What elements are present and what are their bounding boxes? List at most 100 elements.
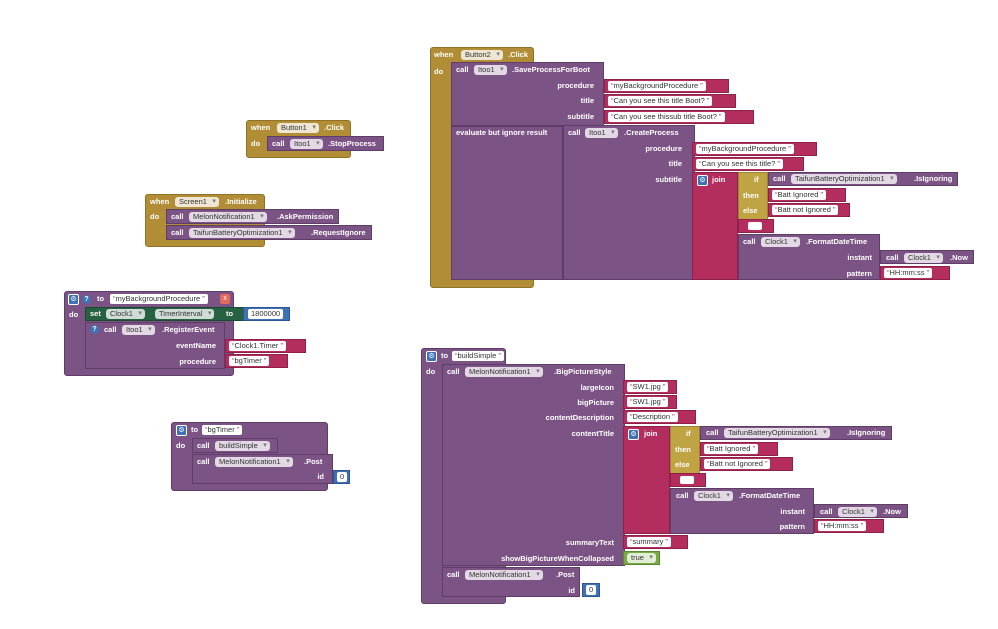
component-dropdown[interactable]: Itoo1 bbox=[122, 325, 155, 335]
text-value[interactable]: Can you see this title Boot? bbox=[608, 96, 713, 106]
arg-label: subtitle bbox=[567, 112, 594, 121]
arg-label: instant bbox=[780, 507, 805, 516]
component-dropdown[interactable]: TaifunBatteryOptimization1 bbox=[724, 428, 830, 438]
help-icon[interactable]: ? bbox=[90, 325, 99, 334]
gear-icon[interactable]: ⚙ bbox=[176, 425, 187, 436]
arg-label: largeIcon bbox=[580, 383, 614, 392]
call-label: call bbox=[456, 65, 469, 74]
component-dropdown[interactable]: Itoo1 bbox=[474, 65, 507, 75]
text-value[interactable]: HH:mm:ss bbox=[818, 521, 867, 531]
text-value[interactable]: Description bbox=[627, 412, 678, 422]
text-value[interactable]: HH:mm:ss bbox=[884, 268, 933, 278]
evaluate-label: evaluate but ignore result bbox=[456, 128, 548, 137]
text-value[interactable]: Can you see this title? bbox=[696, 159, 783, 169]
method-name: .Now bbox=[883, 507, 901, 516]
component-dropdown[interactable]: Button2 bbox=[461, 50, 503, 60]
arg-label: procedure bbox=[557, 81, 594, 90]
join-block[interactable] bbox=[692, 172, 738, 280]
empty-text-value[interactable] bbox=[680, 476, 694, 484]
evaluate-ignore-block[interactable] bbox=[451, 126, 563, 280]
procedure-name-field[interactable]: myBackgroundProcedure bbox=[110, 294, 208, 304]
call-label: call bbox=[171, 228, 184, 237]
text-value[interactable]: Batt not Ignored bbox=[772, 205, 839, 215]
method-name: .Now bbox=[950, 253, 968, 262]
gear-icon[interactable]: ⚙ bbox=[426, 351, 437, 362]
if-then-else-block[interactable] bbox=[670, 426, 700, 474]
text-value[interactable]: Batt not Ignored bbox=[704, 459, 771, 469]
call-label: call bbox=[272, 139, 285, 148]
event-name: .Initialize bbox=[225, 197, 257, 206]
component-dropdown[interactable]: Clock1 bbox=[904, 253, 943, 263]
do-label: do bbox=[150, 212, 160, 221]
method-name: .Post bbox=[304, 457, 323, 466]
arg-label: subtitle bbox=[655, 175, 682, 184]
to-label: to bbox=[191, 425, 199, 434]
call-label: call bbox=[568, 128, 581, 137]
register-event-call-block[interactable] bbox=[85, 322, 225, 369]
big-picture-style-call-block[interactable] bbox=[442, 364, 625, 566]
when-label: when bbox=[434, 50, 454, 59]
component-dropdown[interactable]: TaifunBatteryOptimization1 bbox=[189, 228, 295, 238]
arg-label: bigPicture bbox=[577, 398, 614, 407]
arg-label: pattern bbox=[846, 269, 872, 278]
when-label: when bbox=[251, 123, 271, 132]
set-label: set bbox=[90, 309, 101, 318]
method-name: .CreateProcess bbox=[624, 128, 679, 137]
procedure-name-field[interactable]: bgTimer bbox=[202, 425, 243, 435]
text-value[interactable]: summary bbox=[627, 537, 671, 547]
component-dropdown[interactable]: MelonNotification1 bbox=[189, 212, 267, 222]
component-dropdown[interactable]: Itoo1 bbox=[585, 128, 618, 138]
boolean-dropdown[interactable]: true bbox=[627, 553, 656, 563]
help-icon[interactable]: ? bbox=[82, 295, 91, 304]
gear-icon[interactable]: ⚙ bbox=[68, 294, 79, 305]
procedure-name-field[interactable]: buildSimple bbox=[452, 351, 504, 361]
component-dropdown[interactable]: Clock1 bbox=[838, 507, 877, 517]
text-value[interactable]: SW1.jpg bbox=[627, 382, 669, 392]
component-dropdown[interactable]: Screen1 bbox=[175, 197, 219, 207]
procedure-dropdown[interactable]: buildSimple bbox=[215, 441, 270, 451]
do-label: do bbox=[176, 441, 186, 450]
text-value[interactable]: Batt Ignored bbox=[772, 190, 826, 200]
text-value[interactable]: bgTimer bbox=[229, 356, 270, 366]
component-dropdown[interactable]: MelonNotification1 bbox=[465, 367, 543, 377]
do-label: do bbox=[251, 139, 261, 148]
text-value[interactable]: SW1.jpg bbox=[627, 397, 669, 407]
component-dropdown[interactable]: Clock1 bbox=[761, 237, 800, 247]
arg-label: summaryText bbox=[565, 538, 614, 547]
if-then-else-block[interactable] bbox=[738, 172, 768, 220]
text-value[interactable]: myBackgroundProcedure bbox=[608, 81, 706, 91]
call-label: call bbox=[104, 325, 117, 334]
gear-icon[interactable]: ⚙ bbox=[628, 429, 639, 440]
do-label: do bbox=[426, 367, 436, 376]
parameter-x[interactable]: x bbox=[220, 294, 230, 304]
event-name: .Click bbox=[324, 123, 345, 132]
arg-label: procedure bbox=[645, 144, 682, 153]
component-dropdown[interactable]: MelonNotification1 bbox=[215, 457, 293, 467]
method-name: .AskPermission bbox=[277, 212, 334, 221]
property-dropdown[interactable]: TimerInterval bbox=[155, 309, 215, 319]
text-value[interactable]: Batt Ignored bbox=[704, 444, 758, 454]
method-name: .BigPictureStyle bbox=[554, 367, 612, 376]
number-value[interactable]: 0 bbox=[337, 472, 348, 482]
method-name: .IsIgnoring bbox=[847, 428, 886, 437]
text-value[interactable]: Clock1.Timer bbox=[229, 341, 286, 351]
if-label: if bbox=[686, 429, 691, 438]
join-block[interactable] bbox=[623, 426, 670, 534]
join-label: join bbox=[712, 175, 726, 184]
text-value[interactable]: Can you see thissub title Boot? bbox=[608, 112, 725, 122]
then-label: then bbox=[675, 445, 691, 454]
gear-icon[interactable]: ⚙ bbox=[697, 175, 708, 186]
component-dropdown[interactable]: MelonNotification1 bbox=[465, 570, 543, 580]
component-dropdown[interactable]: Clock1 bbox=[694, 491, 733, 501]
arg-label: id bbox=[568, 586, 575, 595]
component-dropdown[interactable]: Itoo1 bbox=[290, 139, 323, 149]
text-value[interactable]: myBackgroundProcedure bbox=[696, 144, 794, 154]
component-dropdown[interactable]: Button1 bbox=[277, 123, 319, 133]
number-value[interactable]: 1800000 bbox=[248, 309, 284, 319]
create-process-call-block[interactable] bbox=[563, 125, 695, 280]
empty-text-value[interactable] bbox=[748, 222, 762, 230]
component-dropdown[interactable]: TaifunBatteryOptimization1 bbox=[791, 174, 897, 184]
component-dropdown[interactable]: Clock1 bbox=[106, 309, 145, 319]
else-label: else bbox=[743, 206, 758, 215]
number-value[interactable]: 0 bbox=[586, 585, 597, 595]
